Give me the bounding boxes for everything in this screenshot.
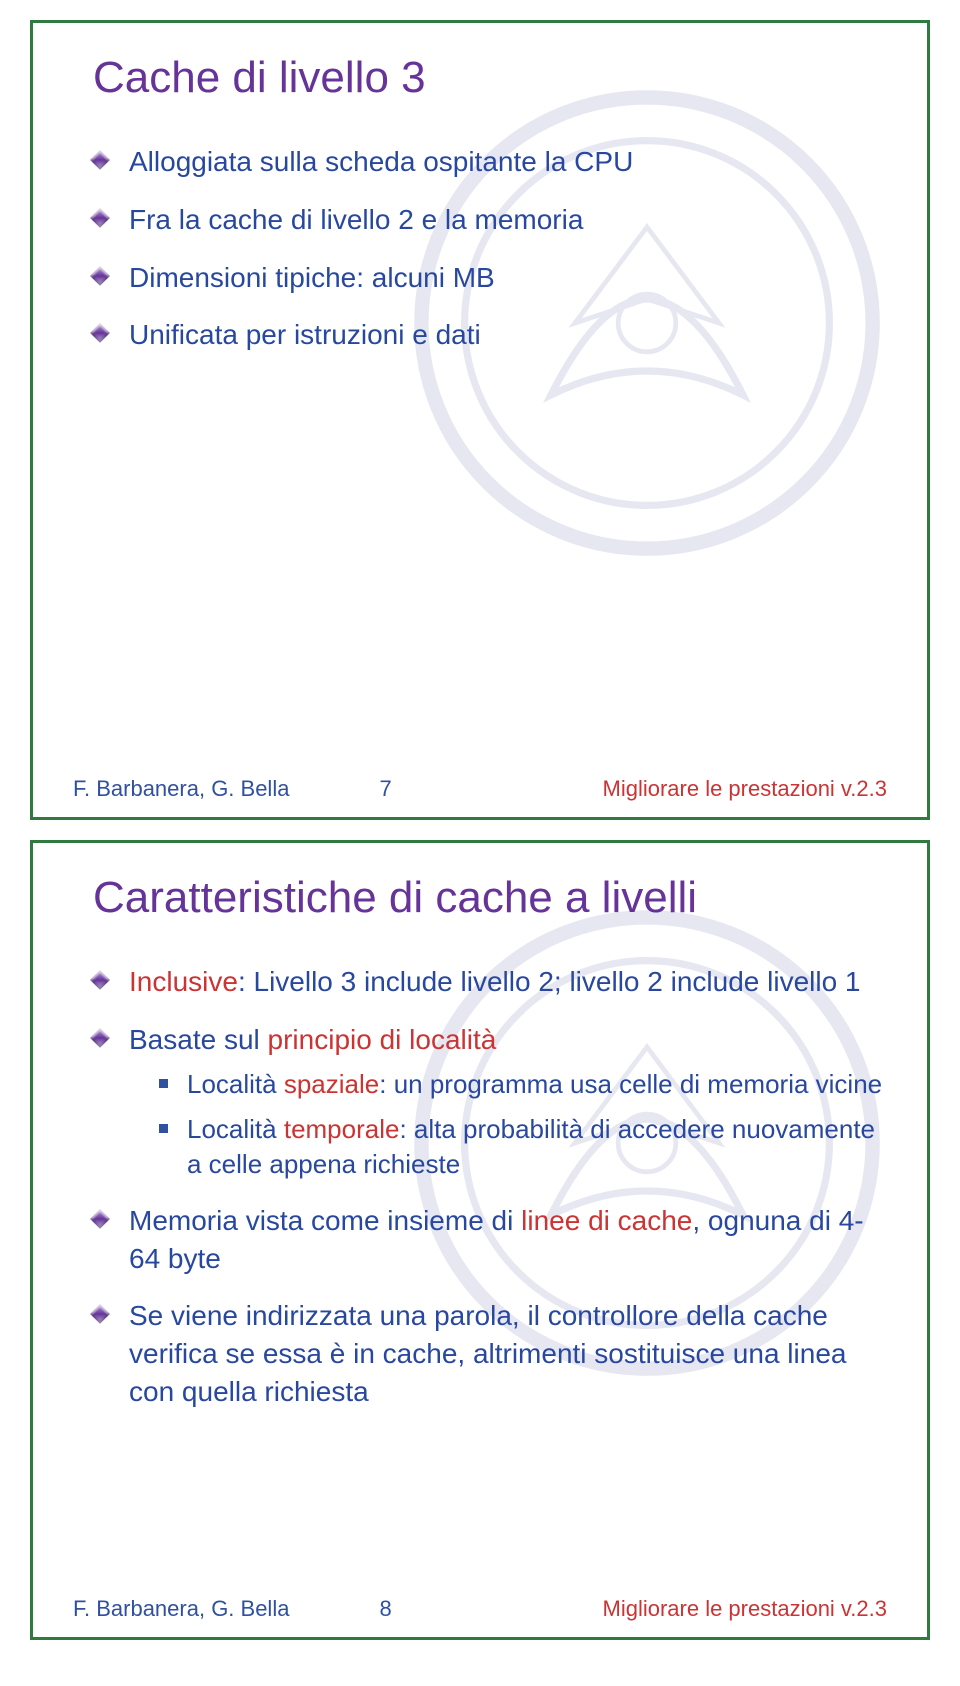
diamond-bullet-icon: [90, 1028, 110, 1048]
list-item-text: Unificata per istruzioni e dati: [129, 319, 481, 350]
slide-footer: F. Barbanera, G. Bella 7 Migliorare le p…: [73, 776, 887, 802]
slide-footer: F. Barbanera, G. Bella 8 Migliorare le p…: [73, 1596, 887, 1622]
slide-title: Caratteristiche di cache a livelli: [93, 873, 887, 923]
list-item: Memoria vista come insieme di linee di c…: [93, 1202, 887, 1278]
highlight-text: Inclusive: [129, 966, 238, 997]
highlight-text: principio di località: [268, 1024, 497, 1055]
list-item: Alloggiata sulla scheda ospitante la CPU: [93, 143, 887, 181]
bullet-list: Alloggiata sulla scheda ospitante la CPU…: [93, 143, 887, 354]
sub-item-text: : un programma usa celle di memoria vici…: [379, 1069, 882, 1099]
diamond-bullet-icon: [90, 266, 110, 286]
slide-2: Caratteristiche di cache a livelli Inclu…: [30, 840, 930, 1640]
highlight-text: linee di cache: [521, 1205, 692, 1236]
list-item: Se viene indirizzata una parola, il cont…: [93, 1297, 887, 1410]
list-item-text: Fra la cache di livello 2 e la memoria: [129, 204, 583, 235]
list-item: Fra la cache di livello 2 e la memoria: [93, 201, 887, 239]
list-item-text: : Livello 3 include livello 2; livello 2…: [238, 966, 861, 997]
footer-page-number: 8: [379, 1596, 391, 1622]
footer-page-number: 7: [379, 776, 391, 802]
list-item-text: Memoria vista come insieme di: [129, 1205, 521, 1236]
list-item: Basate sul principio di località Localit…: [93, 1021, 887, 1182]
list-item-text: Basate sul: [129, 1024, 268, 1055]
footer-doc-title: Migliorare le prestazioni v.2.3: [482, 776, 887, 802]
highlight-text: temporale: [284, 1114, 400, 1144]
footer-doc-title: Migliorare le prestazioni v.2.3: [482, 1596, 887, 1622]
sub-list: Località spaziale: un programma usa cell…: [129, 1067, 887, 1182]
sub-item-text: Località: [187, 1069, 284, 1099]
highlight-text: spaziale: [284, 1069, 379, 1099]
diamond-bullet-icon: [90, 1209, 110, 1229]
sub-list-item: Località temporale: alta probabilità di …: [159, 1112, 887, 1182]
sub-item-text: Località: [187, 1114, 284, 1144]
slide-1: Cache di livello 3 Alloggiata sulla sche…: [30, 20, 930, 820]
diamond-bullet-icon: [90, 150, 110, 170]
diamond-bullet-icon: [90, 970, 110, 990]
square-bullet-icon: [159, 1079, 168, 1088]
list-item: Unificata per istruzioni e dati: [93, 316, 887, 354]
square-bullet-icon: [159, 1124, 168, 1133]
diamond-bullet-icon: [90, 208, 110, 228]
sub-list-item: Località spaziale: un programma usa cell…: [159, 1067, 887, 1102]
list-item: Inclusive: Livello 3 include livello 2; …: [93, 963, 887, 1001]
bullet-list: Inclusive: Livello 3 include livello 2; …: [93, 963, 887, 1411]
diamond-bullet-icon: [90, 1305, 110, 1325]
list-item: Dimensioni tipiche: alcuni MB: [93, 259, 887, 297]
list-item-text: Dimensioni tipiche: alcuni MB: [129, 262, 495, 293]
footer-author: F. Barbanera, G. Bella: [73, 776, 289, 802]
slide-title: Cache di livello 3: [93, 53, 887, 103]
diamond-bullet-icon: [90, 323, 110, 343]
footer-author: F. Barbanera, G. Bella: [73, 1596, 289, 1622]
list-item-text: Alloggiata sulla scheda ospitante la CPU: [129, 146, 633, 177]
list-item-text: Se viene indirizzata una parola, il cont…: [129, 1300, 846, 1407]
